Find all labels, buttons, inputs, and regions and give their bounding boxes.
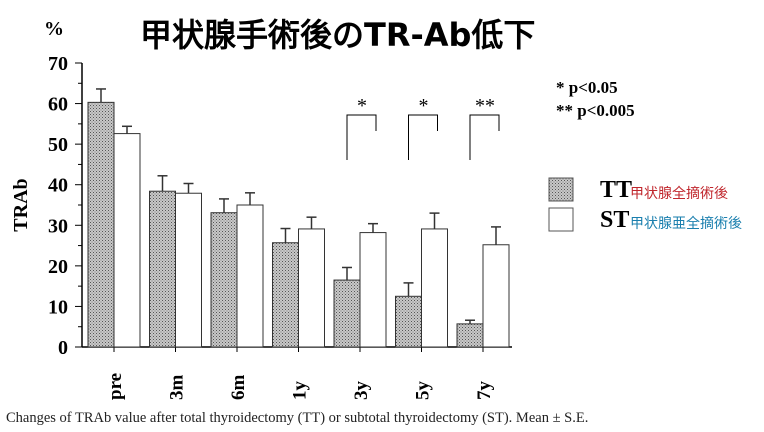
- legend-st-jp: 甲状腺亜全摘術後: [630, 216, 742, 232]
- significance-mark: **: [475, 95, 495, 117]
- x-tick-label: 6m: [228, 375, 249, 401]
- y-tick-label: 20: [48, 256, 68, 278]
- x-tick-label: 3m: [167, 375, 188, 401]
- sig-legend-1: * p<0.05: [556, 78, 618, 97]
- bar-tt: [272, 242, 299, 348]
- bar-tt: [149, 190, 176, 348]
- x-tick-label: 5y: [413, 381, 434, 401]
- y-tick-label: 50: [48, 134, 68, 156]
- significance-mark: *: [419, 95, 429, 117]
- bar-st: [298, 228, 325, 348]
- y-tick-label: 0: [58, 337, 68, 359]
- bar-st: [359, 232, 387, 348]
- legend-swatch-st: [548, 207, 574, 232]
- legend-st-label: ST: [600, 207, 630, 233]
- y-tick-label: 40: [48, 175, 68, 197]
- y-tick-label: 60: [48, 94, 68, 116]
- bar-tt: [456, 323, 484, 348]
- bar-st: [236, 204, 264, 348]
- chart-title: 甲状腺手術後のTR-Ab低下: [140, 16, 536, 54]
- bar-st: [421, 228, 448, 348]
- y-tick-label: 30: [48, 215, 68, 237]
- x-tick-label: 3y: [351, 381, 372, 401]
- bar-st: [482, 244, 510, 348]
- sig-legend-2: ** p<0.005: [556, 101, 635, 120]
- bar-tt: [395, 295, 422, 348]
- y-tick-label: 10: [48, 296, 68, 318]
- bar-tt: [333, 279, 361, 348]
- unit-label: %: [44, 18, 64, 40]
- x-tick-label: 7y: [474, 381, 495, 401]
- y-tick-label: 70: [48, 53, 68, 75]
- legend-tt-jp: 甲状腺全摘術後: [630, 186, 728, 202]
- significance-bracket: [408, 114, 438, 160]
- bar-tt: [210, 212, 238, 348]
- significance-bracket: [469, 114, 500, 160]
- significance-bracket: [346, 114, 377, 160]
- legend-swatch-tt: [548, 177, 574, 202]
- bar-st: [175, 192, 202, 348]
- y-axis-label: TRAb: [10, 178, 32, 231]
- bar-tt: [87, 101, 115, 348]
- caption: Changes of TRAb value after total thyroi…: [6, 410, 589, 426]
- legend-tt-label: TT: [600, 177, 633, 203]
- x-tick-label: 1y: [290, 381, 311, 401]
- bar-st: [113, 133, 141, 348]
- x-tick-label: pre: [105, 373, 126, 400]
- significance-mark: *: [357, 95, 367, 117]
